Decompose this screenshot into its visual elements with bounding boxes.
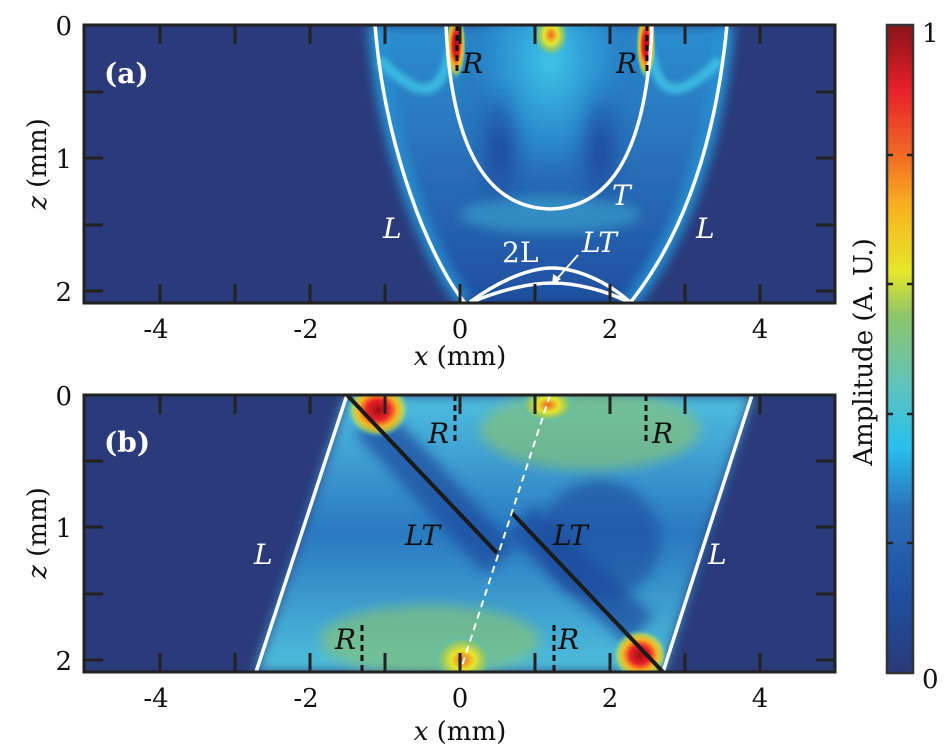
colorbar-min-label: 0 [922, 665, 939, 695]
panel-b-ytick-0: 0 [55, 382, 72, 412]
label-a-L1: L [382, 212, 402, 245]
label-b-R4: R [557, 623, 579, 656]
colorbar-label: Amplitude (A. U.) [849, 238, 879, 467]
panel-a-xtick-0: -4 [143, 315, 168, 345]
panel-a-ytick-1: 1 [55, 145, 72, 175]
panel-b-heatmap [84, 395, 835, 672]
panel-a-ytick-2: 2 [55, 278, 72, 308]
panel-a-heatmap [84, 25, 835, 303]
colorbar-max-label: 1 [922, 19, 939, 49]
label-b-R1: R [427, 417, 449, 450]
label-b-LT2: LT [552, 519, 590, 552]
panel-a-ytick-0: 0 [55, 12, 72, 42]
panel-a-ylabel: z (mm) [23, 118, 53, 211]
panel-b-xtick-2: 0 [452, 684, 469, 714]
panel-b-ytick-1: 1 [55, 514, 72, 544]
panel-b-ticks [84, 395, 835, 672]
panel-b-xlabel: x (mm) [414, 717, 507, 747]
colorbar [885, 23, 915, 675]
panel-b-tag: (b) [104, 426, 150, 459]
panel-b-xtick-4: 4 [752, 684, 769, 714]
label-a-2L: 2L [502, 236, 538, 269]
panel-a-xlabel: x (mm) [414, 342, 507, 372]
panel-a-xtick-3: 2 [602, 315, 619, 345]
label-b-L1: L [253, 538, 273, 571]
panel-b-xtick-3: 2 [602, 684, 619, 714]
panel-b-xtick-1: -2 [293, 684, 318, 714]
label-b-L2: L [707, 538, 727, 571]
panel-a-xtick-4: 4 [752, 315, 769, 345]
label-a-L2: L [695, 212, 715, 245]
panel-b-ylabel: z (mm) [23, 487, 53, 580]
panel-a-xtick-1: -2 [293, 315, 318, 345]
label-a-T: T [612, 179, 633, 212]
panel-b-ytick-2: 2 [55, 647, 72, 677]
panel-a-tag: (a) [104, 57, 149, 90]
panel-a-xtick-2: 0 [452, 315, 469, 345]
label-a-R2: R [615, 47, 637, 80]
label-b-R3: R [334, 623, 356, 656]
label-b-R2: R [651, 417, 673, 450]
panel-b-xtick-0: -4 [143, 684, 168, 714]
panel-a-ticks [84, 25, 835, 303]
label-a-LT: LT [581, 226, 619, 259]
label-b-LT1: LT [404, 519, 442, 552]
label-a-R1: R [461, 47, 483, 80]
